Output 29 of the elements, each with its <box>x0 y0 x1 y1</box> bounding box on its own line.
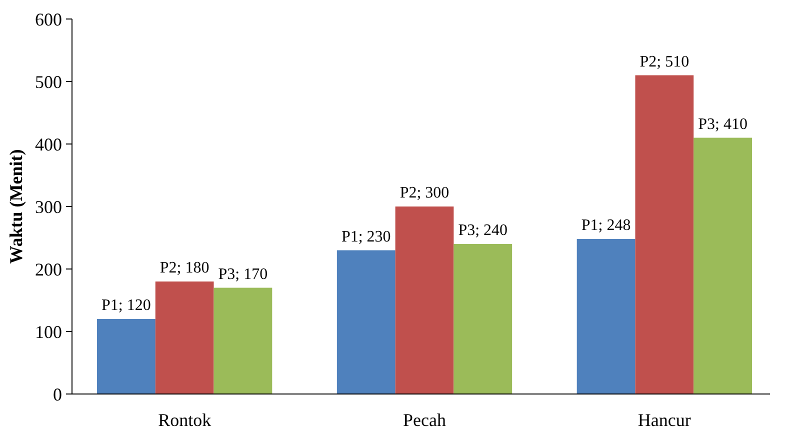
data-label: P3; 240 <box>458 222 508 239</box>
x-tick-label: Pecah <box>403 410 446 430</box>
y-tick-label: 400 <box>35 134 62 154</box>
data-label: P1; 120 <box>102 297 151 314</box>
bar <box>395 206 454 394</box>
x-tick-label: Rontok <box>158 410 212 430</box>
bar <box>97 319 156 394</box>
data-label: P2; 180 <box>160 260 210 276</box>
x-tick-label: Hancur <box>638 410 691 430</box>
y-axis-title: Waktu (Menit) <box>6 149 26 264</box>
y-tick-label: 0 <box>53 384 62 404</box>
data-label: P3; 410 <box>698 116 748 133</box>
data-label: P2; 300 <box>400 184 450 202</box>
bar <box>336 250 396 394</box>
bar <box>214 288 272 394</box>
y-tick-label: 300 <box>35 196 62 217</box>
data-label: P1; 248 <box>581 217 631 234</box>
y-tick-label: 100 <box>35 322 62 342</box>
bar <box>694 138 752 394</box>
data-label: P2; 510 <box>640 53 690 70</box>
y-tick-label: 200 <box>35 259 62 280</box>
bar <box>155 282 214 394</box>
bar <box>454 244 512 394</box>
y-tick-label: 500 <box>35 72 62 92</box>
data-label: P3; 170 <box>218 266 268 283</box>
data-label: P1; 230 <box>341 228 391 246</box>
bar <box>576 239 636 394</box>
y-tick-label: 600 <box>35 9 62 30</box>
bar <box>635 75 694 394</box>
